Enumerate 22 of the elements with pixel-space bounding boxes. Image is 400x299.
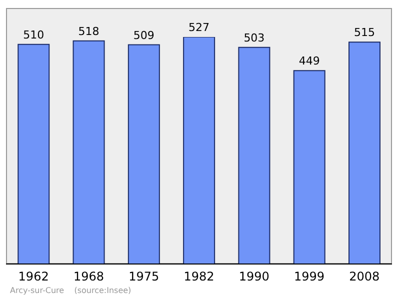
x-tick-label: 1962 [18,270,49,284]
x-tick-label: 1999 [294,270,325,284]
bar [128,44,160,264]
bar [238,46,270,264]
bar [293,70,326,264]
data-label: 510 [23,28,44,42]
bar [18,44,50,264]
data-label: 449 [298,54,320,68]
data-label: 518 [78,24,100,38]
data-label: 527 [188,21,210,34]
x-tick-label: 1982 [184,270,214,284]
data-label: 509 [133,28,154,42]
x-tick-label: 2008 [349,270,380,284]
bar [348,42,380,264]
bar [72,40,105,264]
text: Arcy-sur-Cure (source:Insee) [10,286,132,295]
x-tick-label: 1990 [238,270,270,284]
bar [183,37,216,264]
data-label: 503 [244,31,265,44]
data-label: 515 [354,26,375,40]
x-tick-label: 1975 [128,270,160,284]
x-tick-label: 1968 [73,270,104,284]
